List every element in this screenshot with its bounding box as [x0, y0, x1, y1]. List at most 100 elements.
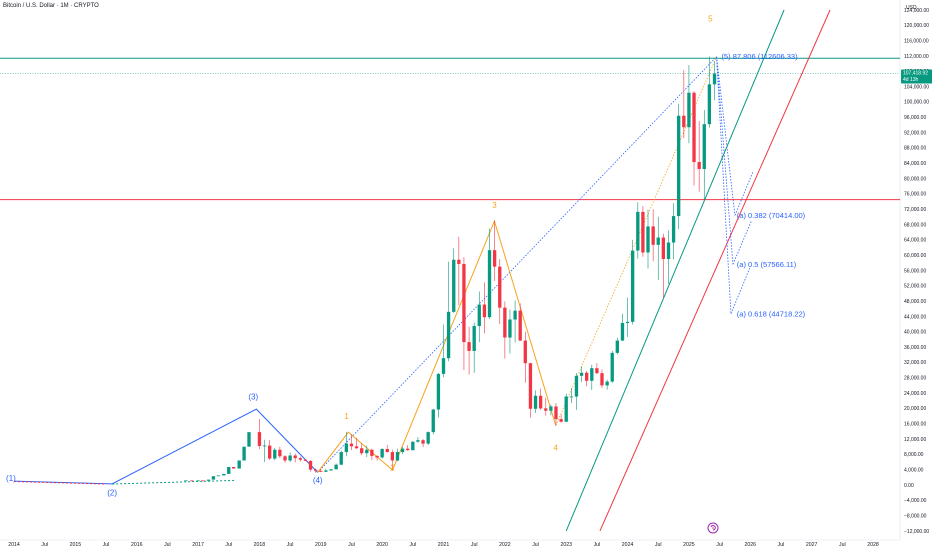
candle	[641, 206, 645, 257]
candle-body	[656, 237, 660, 245]
candle-body	[671, 216, 676, 243]
time-tick-label: 2027	[806, 542, 818, 548]
candle	[452, 248, 456, 314]
candle	[600, 369, 604, 389]
price-tick-label: 16,000.00	[904, 422, 926, 428]
candle	[482, 282, 487, 334]
candles	[184, 56, 717, 482]
time-axis[interactable]: 2014 Jul 2015 Jul 2016 Jul 2017 Jul 2018 Jul 2019 J…	[8, 542, 879, 548]
candle	[656, 216, 660, 281]
projection-lines[interactable]	[716, 56, 754, 314]
candle-early	[201, 480, 205, 482]
candle-body	[692, 92, 696, 163]
candle-body	[533, 395, 538, 409]
candle-body	[636, 211, 640, 251]
price-tick-label: 124,000.00	[904, 8, 929, 14]
candle	[538, 388, 543, 410]
candle-body	[344, 443, 349, 453]
candle-body	[421, 440, 425, 444]
time-tick-label: 2023	[560, 542, 572, 548]
candle-early	[222, 473, 226, 476]
time-tick-label: Jul	[532, 542, 539, 548]
candle	[293, 453, 297, 463]
candle-body	[293, 455, 297, 459]
candle-body	[319, 470, 323, 472]
tradingview-logo-icon[interactable]	[707, 522, 719, 534]
candle	[692, 91, 696, 186]
time-tick-label: Jul	[839, 542, 846, 548]
candle	[712, 61, 717, 101]
fib-level-label: (5) 87.806 (112606.33)	[721, 52, 798, 61]
price-axis[interactable]: 124,000.00 120,000.00 116,000.00 112,000.00…	[904, 8, 929, 535]
candle-body	[554, 406, 558, 420]
candle-body	[273, 449, 277, 459]
candle-body	[595, 368, 599, 374]
candle-body	[462, 263, 466, 343]
price-tick-label: 32,000.00	[904, 360, 926, 366]
candle-body	[584, 372, 589, 381]
candle	[477, 291, 481, 343]
candle	[257, 419, 262, 449]
projection-up[interactable]	[732, 220, 752, 265]
candle-body	[288, 455, 292, 461]
candle	[605, 379, 609, 390]
candle-body	[538, 395, 543, 409]
candle-body	[426, 432, 430, 444]
wave-label: 4	[554, 444, 559, 453]
candle	[549, 404, 553, 416]
early-price-dashes-red	[13, 481, 107, 485]
time-tick-label: Jul	[716, 542, 723, 548]
last-price-countdown: 4d 13h	[903, 77, 919, 83]
wave-label: 2	[390, 463, 395, 472]
candle	[426, 431, 430, 446]
candle	[344, 432, 349, 457]
projection-up[interactable]	[730, 266, 751, 314]
candle-body	[544, 408, 548, 411]
price-tick-label: 4,000.00	[904, 467, 924, 473]
candle	[528, 362, 533, 418]
candle-body	[303, 459, 308, 461]
candle-body	[549, 406, 553, 411]
candle	[610, 350, 614, 384]
candle	[595, 363, 599, 375]
time-tick-label: Jul	[471, 542, 478, 548]
price-tick-label: 68,000.00	[904, 222, 926, 228]
candle	[457, 236, 461, 305]
price-tick-label: 116,000.00	[904, 38, 929, 44]
last-price-tag: 107,418.92 4d 13h	[901, 69, 932, 84]
candle	[365, 445, 369, 458]
projection-up[interactable]	[734, 170, 754, 216]
price-tick-label: −12,000.00	[904, 529, 929, 535]
candle-body	[677, 115, 681, 217]
candle-body	[610, 352, 614, 382]
candle-body	[457, 259, 461, 264]
wave-label: 1	[344, 412, 349, 421]
channel-upper-line[interactable]	[565, 9, 785, 532]
projection-down[interactable]	[716, 56, 736, 216]
major-wave-projection[interactable]	[317, 56, 717, 473]
candle	[671, 203, 676, 260]
candle	[314, 468, 318, 473]
price-tick-label: 120,000.00	[904, 23, 929, 29]
candle-body	[329, 469, 333, 471]
candle	[339, 450, 343, 466]
candle	[288, 452, 292, 463]
price-tick-label: 24,000.00	[904, 391, 926, 397]
candle-body	[687, 92, 691, 128]
candle	[349, 434, 354, 451]
major-wave-path[interactable]	[13, 408, 319, 485]
candle-early	[196, 480, 200, 482]
candle	[416, 437, 420, 443]
price-tick-label: −4,000.00	[904, 498, 927, 504]
candle	[406, 445, 410, 451]
channel-lower-line[interactable]	[599, 9, 831, 532]
candle-body	[416, 440, 420, 442]
candle	[687, 65, 691, 144]
projection-down[interactable]	[716, 56, 734, 265]
last-price-value: 107,418.92	[903, 71, 928, 77]
candle-body	[646, 226, 650, 253]
projection-down[interactable]	[716, 56, 732, 314]
fib-level-label: (a) 0.618 (44718.22)	[737, 309, 806, 318]
time-tick-label: Jul	[103, 542, 110, 548]
